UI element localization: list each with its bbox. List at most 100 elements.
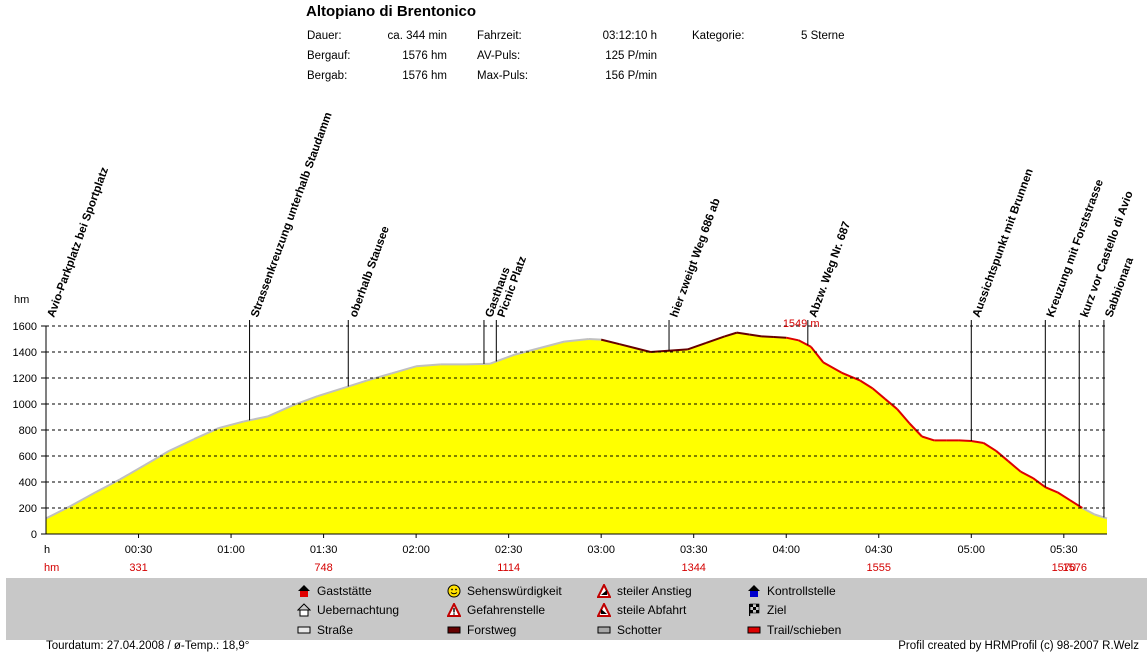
- legend-label: Trail/schieben: [767, 623, 842, 637]
- profile-segment: [822, 361, 843, 374]
- profile-segment: [1007, 460, 1022, 473]
- forst-swatch-icon: [447, 623, 461, 637]
- bergab-label: Bergab:: [307, 70, 348, 82]
- smiley-icon: [447, 584, 461, 598]
- elevation-area: [46, 332, 1107, 534]
- legend-label: Sehenswürdigkeit: [467, 584, 562, 598]
- y-axis-label: hm: [14, 294, 29, 306]
- profile-segment: [391, 365, 417, 375]
- y-tick-label: 1600: [13, 321, 37, 333]
- profile-segment: [896, 408, 911, 425]
- max-elevation-label: 1549 m: [783, 318, 820, 330]
- house-outline-icon: [297, 603, 311, 617]
- waypoint-label: Abzw. Weg Nr. 687: [807, 220, 853, 319]
- legend-item: Gefahrenstelle: [447, 603, 545, 617]
- legend-item: Straße: [297, 623, 353, 637]
- waypoint-label: Avio-Parkplatz bei Sportplatz: [46, 166, 112, 319]
- legend-item: Trail/schieben: [747, 623, 841, 637]
- house-blue-icon: [747, 584, 761, 598]
- maxpuls-value: 156 P/min: [605, 70, 657, 82]
- profile-segment: [514, 347, 540, 356]
- legend-label: Uebernachtung: [317, 603, 400, 617]
- profile-segment: [749, 333, 762, 338]
- legend-item: steiler Anstieg: [597, 584, 692, 598]
- profile-segment: [619, 343, 651, 353]
- legend-item: steile Abfahrt: [597, 603, 686, 617]
- hm-row-value: 331: [129, 562, 147, 574]
- legend-item: Kontrollstelle: [747, 584, 836, 598]
- profile-segment: [884, 398, 898, 410]
- fahrzeit-value: 03:12:10 h: [602, 30, 657, 42]
- bergauf-label: Bergauf:: [307, 50, 351, 62]
- profile-segment: [168, 438, 195, 452]
- x-axis-label: h: [44, 544, 50, 556]
- legend-label: Ziel: [767, 603, 787, 617]
- legend-item: Gaststätte: [297, 584, 372, 598]
- profile-segment: [1057, 491, 1071, 502]
- x-tick-label: 00:30: [125, 544, 153, 556]
- footer-credit: Profil created by HRMProfil (c) 98-2007 …: [898, 640, 1139, 652]
- legend-label: Straße: [317, 623, 354, 637]
- profile-segment: [416, 363, 441, 368]
- legend-label: Schotter: [617, 623, 662, 637]
- warning-steep-down-icon: [597, 603, 611, 617]
- hm-row-value: 748: [314, 562, 332, 574]
- warning-steep-up-icon: [597, 584, 611, 598]
- legend-item: Ziel: [747, 603, 786, 617]
- bergab-value: 1576 hm: [402, 70, 447, 82]
- avpuls-value: 125 P/min: [605, 50, 657, 62]
- waypoint-label: Strassenkreuzung unterhalb Staudamm: [249, 111, 335, 319]
- y-tick-label: 600: [19, 451, 37, 463]
- profile-segment: [366, 372, 392, 382]
- y-tick-label: 800: [19, 425, 37, 437]
- dauer-label: Dauer:: [307, 30, 342, 42]
- profile-segment: [341, 379, 368, 390]
- profile-segment: [921, 435, 935, 442]
- profile-segment: [983, 442, 997, 452]
- x-tick-label: 01:30: [310, 544, 338, 556]
- profile-segment: [841, 371, 861, 382]
- legend-label: steiler Anstieg: [617, 584, 692, 598]
- legend-item: Sehenswürdigkeit: [447, 584, 562, 598]
- hm-row-label: hm: [44, 562, 59, 574]
- hm-row-value: 1555: [867, 562, 891, 574]
- waypoint-label: oberhalb Stausee: [348, 225, 392, 319]
- legend-label: Kontrollstelle: [767, 584, 836, 598]
- footer-tour-info: Tourdatum: 27.04.2008 / ø-Temp.: 18,9°: [46, 640, 250, 652]
- waypoint-label: hier zweigt Weg 686 ab: [669, 197, 723, 319]
- profile-segment: [588, 338, 602, 341]
- profile-segment: [70, 491, 96, 507]
- avpuls-label: AV-Puls:: [477, 50, 521, 62]
- y-tick-label: 400: [19, 477, 37, 489]
- maxpuls-label: Max-Puls:: [477, 70, 529, 82]
- hm-row-value: 1570: [1052, 562, 1076, 574]
- profile-segment: [94, 478, 121, 494]
- profile-segment: [1020, 470, 1034, 479]
- page-title: Altopiano di Brentonico: [306, 3, 476, 20]
- profile-segment: [1069, 499, 1083, 509]
- legend-label: Gaststätte: [317, 584, 372, 598]
- profile-segment: [971, 440, 984, 444]
- checkered-flag-icon: [747, 603, 761, 617]
- profile-segment: [489, 353, 516, 365]
- legend-label: steile Abfahrt: [617, 603, 687, 617]
- legend-item: Forstweg: [447, 623, 516, 637]
- legend: [6, 578, 1147, 640]
- x-tick-label: 03:00: [587, 544, 615, 556]
- bergauf-value: 1576 hm: [402, 50, 447, 62]
- y-tick-label: 0: [31, 529, 37, 541]
- profile-segment: [218, 420, 244, 430]
- x-tick-label: 01:00: [217, 544, 245, 556]
- kategorie-label: Kategorie:: [692, 30, 745, 42]
- legend-label: Gefahrenstelle: [467, 603, 546, 617]
- trail-swatch-icon: [747, 623, 761, 637]
- profile-segment: [736, 331, 750, 336]
- hm-row-value: 1114: [497, 562, 520, 574]
- profile-segment: [705, 335, 725, 344]
- fahrzeit-label: Fahrzeit:: [477, 30, 522, 42]
- profile-segment: [564, 338, 589, 343]
- profile-segment: [465, 362, 491, 366]
- profile-segment: [958, 439, 972, 443]
- x-tick-label: 02:00: [402, 544, 430, 556]
- x-tick-label: 03:30: [680, 544, 708, 556]
